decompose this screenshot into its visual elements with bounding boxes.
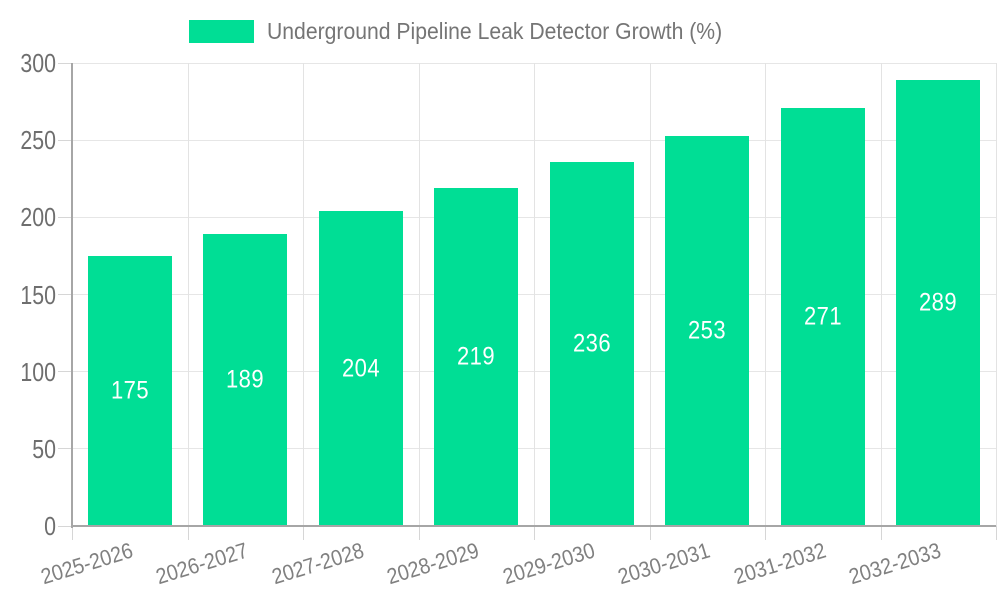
gridline-vertical (649, 63, 651, 526)
bar-value-label: 289 (919, 288, 958, 317)
y-axis-tick-label: 50 (32, 433, 56, 464)
bar: 189 (203, 234, 288, 526)
legend-swatch (189, 20, 254, 43)
x-axis-tick (534, 526, 535, 540)
y-axis-tick (58, 294, 72, 295)
y-axis-tick-label: 100 (20, 356, 56, 387)
gridline-vertical (187, 63, 189, 526)
bar-value-label: 219 (457, 342, 496, 371)
x-axis-category-label: 2031-2032 (730, 537, 829, 590)
legend-item[interactable]: Underground Pipeline Leak Detector Growt… (189, 18, 762, 45)
gridline-vertical (303, 63, 304, 526)
x-axis-tick (72, 526, 73, 540)
y-axis-tick-label: 150 (20, 279, 56, 310)
bar-value-label: 204 (341, 354, 380, 383)
y-axis-line (71, 63, 73, 528)
x-axis-tick (303, 526, 304, 540)
bar: 289 (896, 79, 981, 526)
gridline-vertical (996, 63, 997, 526)
x-axis-category-label: 2032-2033 (845, 537, 944, 590)
x-axis-tick (765, 526, 766, 540)
x-axis-tick (649, 526, 651, 540)
bar: 204 (318, 211, 403, 526)
x-axis-line (72, 525, 996, 527)
bar: 253 (665, 135, 750, 526)
x-axis-category-label: 2026-2027 (152, 537, 251, 590)
gridline-vertical (418, 63, 420, 526)
y-axis-tick (58, 371, 72, 373)
y-axis-tick-label: 250 (20, 125, 56, 156)
gridline-vertical (880, 63, 882, 526)
bar: 236 (549, 161, 634, 526)
legend-label: Underground Pipeline Leak Detector Growt… (267, 18, 723, 44)
y-axis-tick (58, 216, 72, 218)
gridline-vertical (765, 63, 766, 526)
bar-value-label: 271 (803, 302, 842, 331)
y-axis-tick (58, 448, 72, 450)
bar-value-label: 253 (688, 316, 727, 345)
x-axis-category-label: 2029-2030 (499, 537, 598, 590)
bar-value-label: 236 (572, 329, 611, 358)
x-axis-tick (880, 526, 882, 540)
y-axis-tick (58, 139, 72, 141)
bar: 271 (780, 107, 865, 526)
x-axis-category-label: 2030-2031 (614, 537, 713, 590)
bar-value-label: 175 (110, 376, 149, 405)
x-axis-category-label: 2028-2029 (383, 537, 482, 590)
y-axis-tick-label: 0 (44, 511, 56, 541)
x-axis-tick (187, 526, 189, 540)
y-axis-tick-label: 300 (20, 48, 56, 78)
x-axis-category-label: 2025-2026 (37, 537, 136, 590)
x-axis-tick (418, 526, 420, 540)
x-axis-tick (996, 526, 997, 540)
bar-value-label: 189 (226, 365, 265, 394)
y-axis-tick (58, 525, 72, 527)
y-axis-tick-label: 200 (20, 202, 56, 233)
x-axis-category-label: 2027-2028 (268, 537, 367, 590)
bar: 175 (87, 255, 172, 526)
y-axis-tick (58, 62, 72, 64)
bar: 219 (434, 188, 519, 526)
gridline-vertical (534, 63, 535, 526)
